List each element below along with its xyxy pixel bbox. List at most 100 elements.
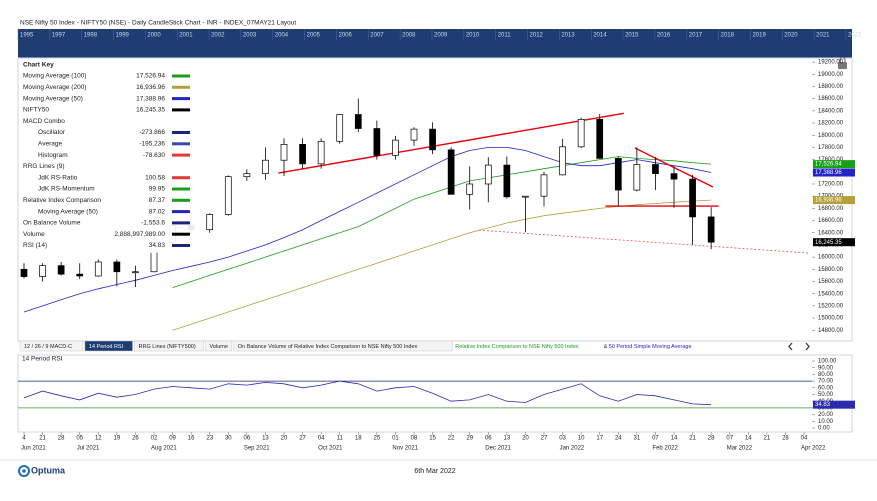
y-tick-label: 80.00 xyxy=(818,372,834,378)
key-label: Moving Average (50) xyxy=(23,95,83,102)
tab-label: 50 Period Simple Moving Average xyxy=(609,344,692,350)
tab-label[interactable]: 14 Period RSI xyxy=(89,344,124,350)
candle-body xyxy=(206,214,214,231)
key-swatch xyxy=(172,232,190,236)
timeline-year: 1999 xyxy=(116,33,130,39)
x-tick-label: 17 xyxy=(596,436,603,442)
timeline-year: 2000 xyxy=(147,33,161,39)
tab[interactable] xyxy=(205,340,233,352)
timeline-year: 1998 xyxy=(84,33,98,39)
x-tick-label: 16 xyxy=(188,436,195,442)
scroll-left[interactable] xyxy=(788,342,793,351)
y-tick-label: 18200.00 xyxy=(818,121,844,127)
x-tick-label: 06 xyxy=(244,436,251,442)
y-tick-label: 60.00 xyxy=(818,385,834,391)
timeline-year: 2016 xyxy=(657,33,671,39)
timeline-year: 2012 xyxy=(530,33,544,39)
key-label: Moving Average (200) xyxy=(23,84,86,91)
x-tick-label: 04 xyxy=(801,436,808,442)
y-tick-label: 19200.00 xyxy=(818,60,844,66)
rsi-line xyxy=(23,380,712,406)
x-tick-label: 11 xyxy=(337,436,344,442)
candle-body xyxy=(243,173,251,178)
timeline-year: 1995 xyxy=(20,33,34,39)
moving-average xyxy=(172,156,712,288)
timeline-year: 2002 xyxy=(211,33,225,39)
x-tick-label: 21 xyxy=(689,436,696,442)
key-label: JdK RS-Momentum xyxy=(38,186,95,193)
tab-label[interactable]: On Balance Volume of Relative Index Comp… xyxy=(238,344,418,350)
timeline-year: 2007 xyxy=(370,33,384,39)
x-tick-label: 22 xyxy=(448,436,455,442)
x-tick-label: 29 xyxy=(466,436,473,442)
timeline-year: 2021 xyxy=(816,33,830,39)
x-tick-label: 13 xyxy=(504,436,511,442)
chart-title: NSE Nifty 50 Index - NIFTY50 (NSE) - Dai… xyxy=(20,20,296,27)
x-tick-label: 05 xyxy=(76,436,83,442)
key-swatch xyxy=(172,108,190,112)
y-tick-label: 15400.00 xyxy=(818,291,844,297)
y-tick-label: 16400.00 xyxy=(818,230,844,236)
x-tick-label: 14 xyxy=(745,436,752,442)
tab-label: Relative Index Comparison to NSE Nifty 5… xyxy=(455,344,578,350)
timeline-year: 2013 xyxy=(561,33,575,39)
value-tag-label: 16,936.96 xyxy=(815,198,842,204)
tab[interactable] xyxy=(134,340,204,352)
key-swatch xyxy=(172,187,190,191)
candle-body xyxy=(596,119,604,159)
candle-body xyxy=(429,128,436,151)
key-swatch xyxy=(172,131,190,134)
timeline-year: 2001 xyxy=(179,33,193,39)
key-label: Volume xyxy=(23,231,45,238)
value-tag xyxy=(813,168,855,177)
key-label: JdK RS-Ratio xyxy=(38,174,78,181)
tab-label[interactable]: RRG Lines (NIFTY500) xyxy=(139,344,196,350)
tab-label[interactable]: 12 / 26 / 9 MACD-C xyxy=(24,344,72,350)
y-tick-label: 16600.00 xyxy=(818,218,844,224)
tab-label[interactable]: Volume xyxy=(210,344,228,350)
y-tick-label: 70.00 xyxy=(818,379,834,385)
x-tick-label: 18 xyxy=(355,436,362,442)
x-tick-label: 02 xyxy=(151,436,158,442)
x-month-label: Jul 2021 xyxy=(77,446,100,452)
x-tick-label: 06 xyxy=(485,436,492,442)
x-tick-label: 03 xyxy=(559,436,566,442)
value-tag xyxy=(813,196,855,205)
tab[interactable] xyxy=(19,340,84,352)
candle-body xyxy=(633,164,641,191)
timeline-bar[interactable] xyxy=(18,29,852,58)
y-tick-label: 18800.00 xyxy=(818,84,844,90)
y-tick-label: 18400.00 xyxy=(818,108,844,114)
key-value: 16,936.96 xyxy=(136,84,165,91)
timeline-year: 2008 xyxy=(402,33,416,39)
y-tick-label: 15800.00 xyxy=(818,267,844,273)
timeline-year: 2020 xyxy=(784,33,798,39)
key-label: Moving Average (50) xyxy=(38,208,98,215)
candle-body xyxy=(707,216,715,243)
key-swatch xyxy=(172,198,190,202)
timeline-year: 2014 xyxy=(593,33,607,39)
scroll-right[interactable] xyxy=(805,342,810,351)
timeline-year: 2018 xyxy=(721,33,735,39)
candle-body xyxy=(39,265,46,277)
key-value: 100.58 xyxy=(145,174,165,181)
x-tick-label: 12 xyxy=(95,436,102,442)
value-tag-label: 16,245.35 xyxy=(815,240,842,246)
candle-body xyxy=(614,158,622,191)
candle-body xyxy=(299,144,306,165)
tab-label: & xyxy=(604,344,608,350)
x-tick-label: 07 xyxy=(652,436,659,442)
candle-body xyxy=(484,164,492,185)
moving-average xyxy=(23,147,712,313)
lock-icon[interactable] xyxy=(838,56,847,70)
x-tick-label: 28 xyxy=(708,436,715,442)
y-tick-label: 19000.00 xyxy=(818,72,844,78)
tab[interactable] xyxy=(84,340,133,352)
tab[interactable] xyxy=(233,340,453,352)
chart-key: Chart Key Moving Average (100) 17,526.94 Mo… xyxy=(19,59,199,253)
y-tick-label: 10.00 xyxy=(818,419,834,425)
value-tag-label: 17,388.96 xyxy=(815,170,842,176)
y-tick-label: 16800.00 xyxy=(818,206,844,212)
y-tick-label: 15600.00 xyxy=(818,279,844,285)
